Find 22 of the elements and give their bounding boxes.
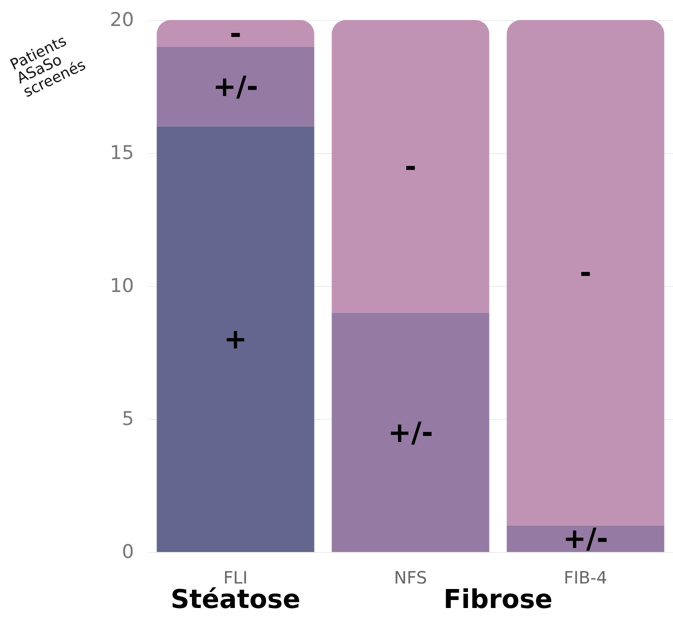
y-tick-label: 5 xyxy=(122,408,134,430)
x-tick-label: FIB-4 xyxy=(564,568,608,588)
text: +/- xyxy=(388,416,434,449)
text: - xyxy=(580,256,592,290)
y-tick-label: 20 xyxy=(110,9,134,31)
bar xyxy=(332,312,490,552)
y-tick-label: 0 xyxy=(122,541,134,563)
bar xyxy=(156,20,314,47)
text: - xyxy=(404,150,416,183)
y-tick-label: 15 xyxy=(110,142,134,164)
series-label: - xyxy=(230,16,242,50)
bar xyxy=(156,46,314,126)
text: +/- xyxy=(212,70,258,103)
bar xyxy=(506,20,664,526)
series-label: +/- xyxy=(562,522,608,556)
text: Fibrose xyxy=(443,585,553,615)
bar xyxy=(506,525,664,552)
y-tick-label: 10 xyxy=(110,275,134,297)
x-tick-label: NFS xyxy=(394,568,427,588)
bar xyxy=(332,20,490,313)
series-label: + xyxy=(224,322,248,356)
bar xyxy=(156,126,314,552)
